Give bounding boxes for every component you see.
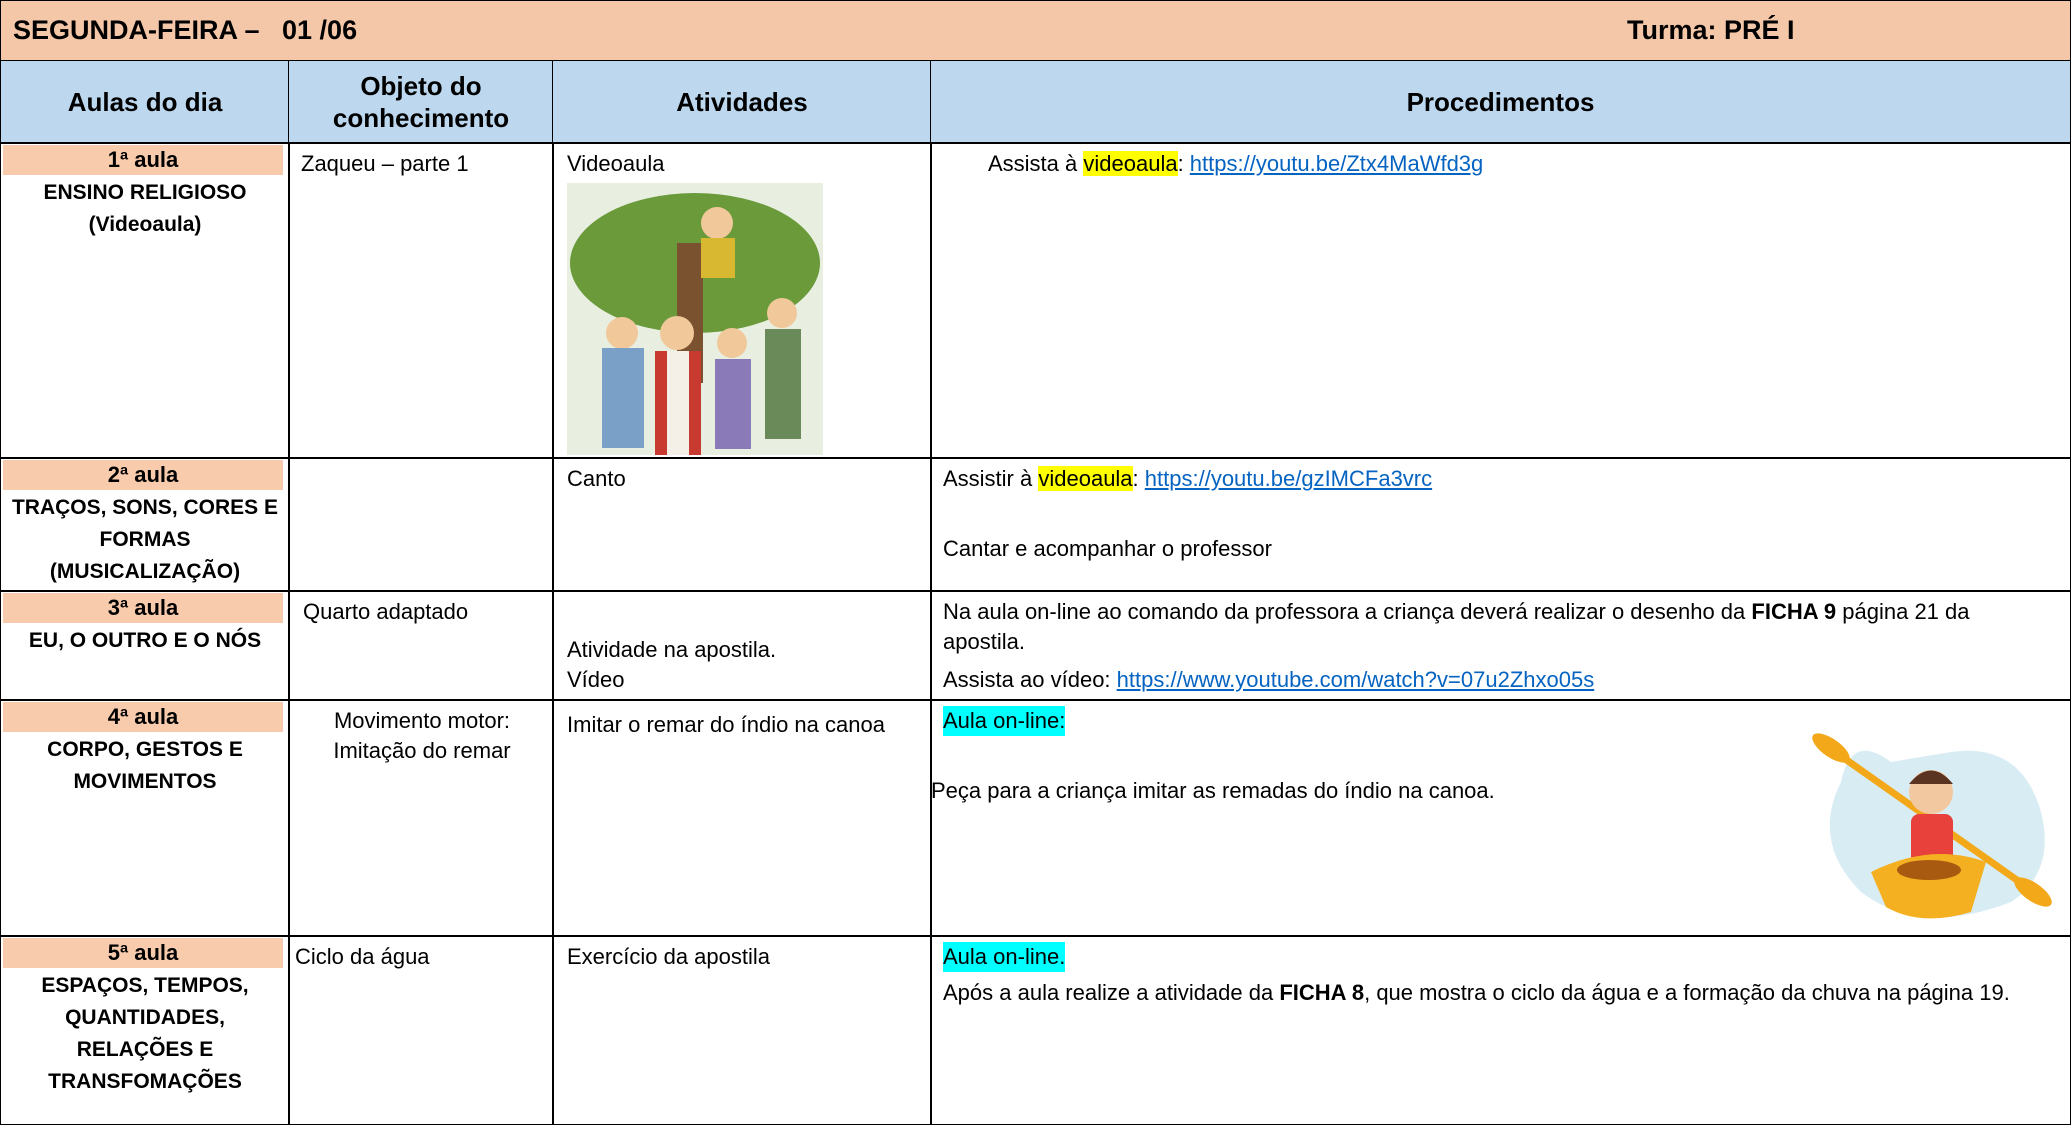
activity: Videoaula: [567, 151, 665, 176]
lesson-label: 1ª aula: [3, 145, 283, 175]
cell: Imitar o remar do índio na canoa: [552, 699, 932, 937]
procedure: Assistir à videoaula: https://youtu.be/g…: [943, 464, 1432, 494]
class-name: Turma: PRÉ I: [1627, 15, 1795, 45]
text: Assista ao vídeo:: [943, 667, 1117, 692]
lesson-label: 4ª aula: [3, 702, 283, 732]
highlight: videoaula: [1038, 466, 1133, 491]
title-bar: SEGUNDA-FEIRA – 01 /06 Turma: PRÉ I: [0, 0, 2071, 62]
cell: 4ª aula CORPO, GESTOS E MOVIMENTOS: [0, 699, 290, 937]
procedure: Assista ao vídeo: https://www.youtube.co…: [943, 665, 1594, 695]
text: Assistir à: [943, 466, 1039, 491]
lesson-label: 3ª aula: [3, 593, 283, 623]
highlight: videoaula: [1083, 151, 1178, 176]
cell: 5ª aula ESPAÇOS, TEMPOS, QUANTIDADES, RE…: [0, 935, 290, 1125]
column-header: Atividades: [552, 60, 932, 144]
object: Movimento motor: Imitação do remar: [333, 708, 511, 763]
text: página 21 da apostila.: [943, 599, 1970, 654]
link[interactable]: https://www.youtube.com/watch?v=07u2Zhxo…: [1116, 667, 1595, 692]
lesson-label: 5ª aula: [3, 938, 283, 968]
object: Zaqueu – parte 1: [301, 151, 469, 176]
bold-text: FICHA 9: [1751, 599, 1837, 624]
cell: 3ª aula EU, O OUTRO E O NÓS: [0, 590, 290, 701]
procedure-text: Peça para a criança imitar as remadas do…: [931, 778, 1495, 803]
text: Após a aula realize a atividade da: [943, 980, 1280, 1005]
cell: Movimento motor: Imitação do remar: [288, 699, 554, 937]
procedure: Após a aula realize a atividade da FICHA…: [943, 976, 2053, 1010]
activity: Imitar o remar do índio na canoa: [567, 712, 885, 737]
kayak-illustration: [1812, 733, 2052, 919]
activity: Vídeo: [567, 667, 625, 692]
object: Quarto adaptado: [303, 599, 469, 624]
text: :: [1132, 466, 1145, 491]
link[interactable]: https://youtu.be/Ztx4MaWfd3g: [1189, 151, 1484, 176]
column-header: Procedimentos: [930, 60, 2071, 144]
cell: Aula on-line: Peça para a criança imitar…: [930, 699, 2071, 937]
cell: Ciclo da água: [288, 935, 554, 1125]
cell: Exercício da apostila: [552, 935, 932, 1125]
cell: Na aula on-line ao comando da professora…: [930, 590, 2071, 701]
cell: Videoaula: [552, 142, 932, 459]
subject: EU, O OUTRO E O NÓS: [28, 629, 262, 652]
activity: Canto: [567, 466, 626, 491]
cell: 2ª aula TRAÇOS, SONS, CORES E FORMAS (MU…: [0, 457, 290, 592]
subject: CORPO, GESTOS E MOVIMENTOS: [47, 738, 243, 793]
procedure: Assista à videoaula: https://youtu.be/Zt…: [988, 149, 1483, 179]
cell: Quarto adaptado: [288, 590, 554, 701]
cell: Zaqueu – parte 1: [288, 142, 554, 459]
procedure: Na aula on-line ao comando da professora…: [943, 597, 2053, 657]
text: Na aula on-line ao comando da professora…: [943, 599, 1752, 624]
cell: Assista à videoaula: https://youtu.be/Zt…: [930, 142, 2071, 459]
subject: ESPAÇOS, TEMPOS, QUANTIDADES, RELAÇÕES E…: [41, 974, 249, 1093]
procedure-text: Cantar e acompanhar o professor: [943, 536, 1272, 561]
subject: ENSINO RELIGIOSO (Videoaula): [43, 181, 247, 236]
activity: Atividade na apostila.: [567, 637, 777, 662]
activity: Exercício da apostila: [567, 944, 770, 969]
highlight: Aula on-line:: [943, 706, 1066, 736]
title: SEGUNDA-FEIRA – 01 /06: [13, 15, 358, 45]
object: Ciclo da água: [295, 944, 430, 969]
lesson-label: 2ª aula: [3, 460, 283, 490]
cell: Atividade na apostila. Vídeo: [552, 590, 932, 701]
cell: [288, 457, 554, 592]
text: Assista à: [988, 151, 1084, 176]
cell: Aula on-line. Após a aula realize a ativ…: [930, 935, 2071, 1125]
link[interactable]: https://youtu.be/gzIMCFa3vrc: [1144, 466, 1433, 491]
illustration: [567, 183, 823, 455]
cell: 1ª aula ENSINO RELIGIOSO (Videoaula): [0, 142, 290, 459]
cell: Assistir à videoaula: https://youtu.be/g…: [930, 457, 2071, 592]
text: , que mostra o ciclo da água e a formaçã…: [1364, 980, 2010, 1005]
bold-text: FICHA 8: [1279, 980, 1365, 1005]
cell: Canto: [552, 457, 932, 592]
text: :: [1177, 151, 1190, 176]
subject: TRAÇOS, SONS, CORES E FORMAS (MUSICALIZA…: [11, 496, 279, 583]
column-header-text: Objeto do conhecimento: [332, 71, 510, 133]
highlight: Aula on-line.: [943, 942, 1066, 972]
column-header: Aulas do dia: [0, 60, 290, 144]
column-header: Objeto do conhecimento: [288, 60, 554, 144]
